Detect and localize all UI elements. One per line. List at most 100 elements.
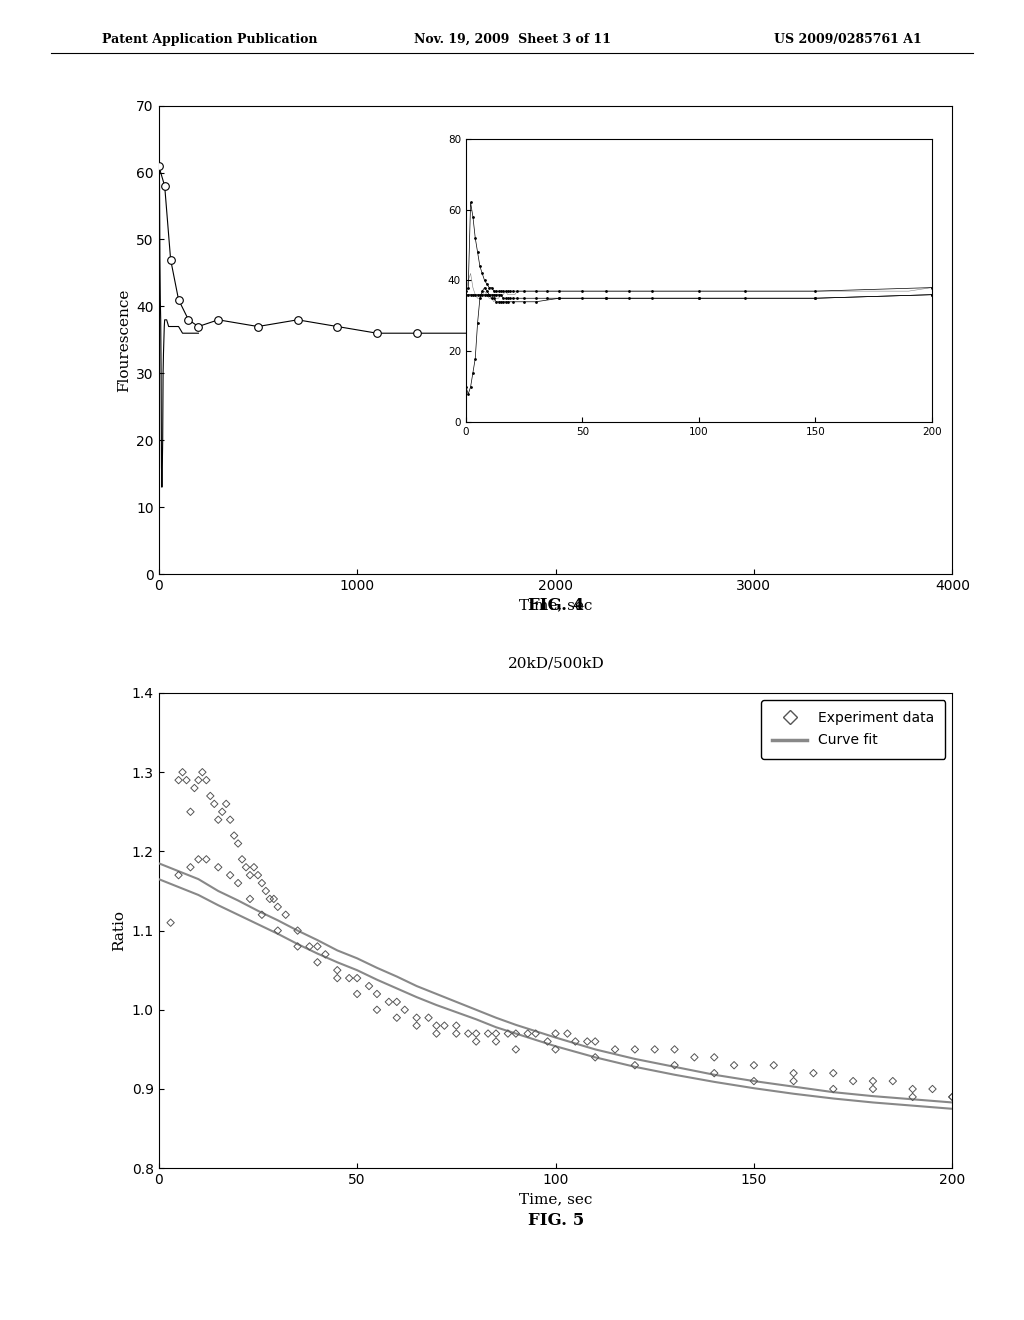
Point [190,770,207,791]
Legend: Experiment data, Curve fit: Experiment data, Curve fit [761,700,945,759]
Point [904,1078,921,1100]
Point [195,762,211,783]
Point [389,1007,406,1028]
Point [420,1007,436,1028]
Point [607,1039,624,1060]
Point [409,1007,425,1028]
Point [944,1086,961,1107]
Point [199,770,215,791]
Y-axis label: Flourescence: Flourescence [117,288,131,392]
Point [627,1039,643,1060]
Point [805,1063,821,1084]
Point [409,1015,425,1036]
Point [766,1055,782,1076]
Point [341,968,357,989]
Point [233,849,250,870]
Text: FIG. 4: FIG. 4 [528,597,584,614]
Point [269,896,286,917]
Point [210,857,226,878]
Point [500,1023,516,1044]
Point [548,1039,564,1060]
Point [885,1071,901,1092]
Point [360,975,377,997]
Point [222,809,239,830]
Point [301,936,317,957]
Point [707,1063,723,1084]
Point [785,1071,802,1092]
Point [428,1023,444,1044]
Point [182,801,199,822]
Point [559,1023,575,1044]
Point [389,991,406,1012]
Point [587,1031,603,1052]
Point [226,825,243,846]
Point [745,1055,762,1076]
Point [317,944,334,965]
Point [269,920,286,941]
Point [329,960,345,981]
Point [825,1063,842,1084]
Text: Nov. 19, 2009  Sheet 3 of 11: Nov. 19, 2009 Sheet 3 of 11 [414,33,610,46]
Point [290,920,306,941]
Point [250,865,266,886]
Point [865,1078,882,1100]
Text: FIG. 5: FIG. 5 [528,1212,584,1229]
Point [944,1086,961,1107]
Point [527,1023,544,1044]
Point [178,770,195,791]
Point [242,888,258,909]
Point [170,770,186,791]
Point [428,1015,444,1036]
Point [186,777,203,799]
Point [174,762,190,783]
Point [449,1023,465,1044]
Point [845,1071,861,1092]
Point [707,1047,723,1068]
Y-axis label: Ratio: Ratio [113,909,126,952]
Point [646,1039,663,1060]
Point [229,873,247,894]
Point [278,904,294,925]
Point [825,1078,842,1100]
Point [210,809,226,830]
Point [487,1031,504,1052]
Point [329,968,345,989]
Point [548,1023,564,1044]
Point [436,1015,453,1036]
Point [290,936,306,957]
Point [254,873,270,894]
Point [468,1023,484,1044]
Point [396,999,413,1020]
Point [170,865,186,886]
Point [238,857,254,878]
Point [369,983,385,1005]
Point [214,801,230,822]
Point [468,1031,484,1052]
Point [163,912,179,933]
Text: US 2009/0285761 A1: US 2009/0285761 A1 [774,33,922,46]
Point [309,952,326,973]
Point [258,880,274,902]
Point [190,849,207,870]
Point [580,1031,596,1052]
Point [222,865,239,886]
Point [206,793,222,814]
Point [381,991,397,1012]
Point [460,1023,476,1044]
Point [449,1015,465,1036]
Text: 20kD/500kD: 20kD/500kD [508,656,604,671]
Point [587,1047,603,1068]
Point [487,1023,504,1044]
Point [218,793,234,814]
Point [745,1071,762,1092]
Point [182,857,199,878]
X-axis label: Time, sec: Time, sec [519,1192,592,1206]
Point [262,888,279,909]
Point [519,1023,536,1044]
Point [508,1039,524,1060]
Point [480,1023,497,1044]
Point [726,1055,742,1076]
Point [508,1023,524,1044]
Point [265,888,282,909]
Point [925,1078,941,1100]
